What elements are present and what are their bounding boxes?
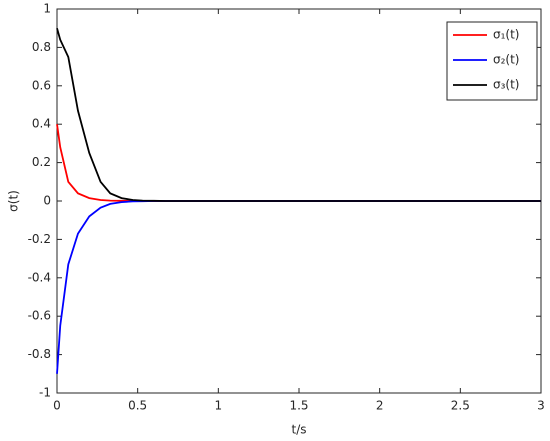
x-tick-label: 1 bbox=[215, 399, 223, 413]
y-tick-label: -0.2 bbox=[28, 232, 51, 246]
x-axis-label: t/s bbox=[292, 423, 307, 437]
y-tick-label: -0.4 bbox=[28, 270, 51, 284]
x-tick-label: 1.5 bbox=[289, 399, 308, 413]
y-tick-label: 0.6 bbox=[32, 78, 51, 92]
y-tick-label: 0.8 bbox=[32, 40, 51, 54]
x-tick-label: 0 bbox=[53, 399, 61, 413]
y-axis-label: σ(t) bbox=[7, 190, 21, 212]
legend-label: σ₁(t) bbox=[493, 28, 519, 42]
y-tick-label: 0.2 bbox=[32, 155, 51, 169]
legend-label: σ₃(t) bbox=[493, 78, 519, 92]
y-tick-label: 0.4 bbox=[32, 117, 51, 131]
y-tick-label: -0.6 bbox=[28, 309, 51, 323]
line bbox=[56, 27, 541, 202]
x-tick-label: 0.5 bbox=[128, 399, 147, 413]
legend-label: σ₂(t) bbox=[493, 53, 519, 67]
x-tick-label: 3 bbox=[537, 399, 545, 413]
y-tick-label: 0 bbox=[43, 194, 51, 208]
x-tick-label: 2.5 bbox=[451, 399, 470, 413]
y-tick-label: -1 bbox=[39, 386, 51, 400]
y-tick-label: -0.8 bbox=[28, 347, 51, 361]
legend-box bbox=[446, 21, 538, 101]
x-tick-label: 2 bbox=[376, 399, 384, 413]
y-tick-label: 1 bbox=[43, 2, 51, 16]
